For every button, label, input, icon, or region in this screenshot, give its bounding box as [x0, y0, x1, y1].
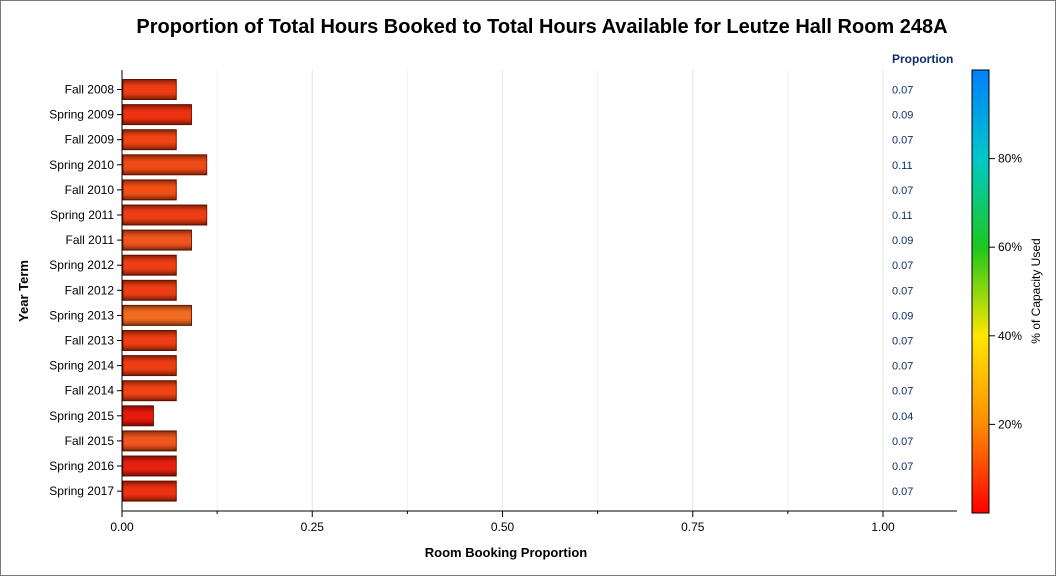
colorbar-tick-label: 40% [998, 329, 1022, 343]
bar [122, 279, 177, 301]
category-label: Spring 2009 [49, 108, 114, 122]
value-label: 0.07 [892, 185, 913, 197]
value-label: 0.07 [892, 486, 913, 498]
value-label: 0.09 [892, 110, 913, 122]
bar [122, 455, 177, 477]
value-label: 0.07 [892, 386, 913, 398]
bar-shading [123, 456, 177, 476]
bar [122, 129, 177, 151]
chart-title: Proportion of Total Hours Booked to Tota… [136, 16, 947, 38]
bar [122, 355, 177, 377]
y-tick-labels: Fall 2008 Spring 2009 Fall 2009 Spring 2010… [49, 83, 114, 499]
value-label: 0.11 [892, 160, 913, 172]
colorbar-tick-label: 20% [998, 417, 1022, 431]
value-label: 0.09 [892, 310, 913, 322]
value-label: 0.07 [892, 461, 913, 473]
bar [122, 380, 177, 402]
color-legend: 20% 40% 60% 80% % of Capacity Used [971, 69, 1043, 514]
category-label: Spring 2013 [49, 308, 114, 322]
bar-shading [123, 305, 192, 326]
bar-shading [123, 430, 177, 451]
gridlines [216, 70, 884, 511]
x-tick-label: 0.75 [681, 520, 705, 534]
category-label: Fall 2015 [65, 434, 115, 448]
value-label: 0.07 [892, 436, 913, 448]
bar [122, 104, 192, 126]
x-tick-labels: 0.00 0.25 0.50 0.75 1.00 [110, 520, 895, 534]
bar-shading [123, 405, 154, 426]
bar-shading [123, 154, 207, 175]
x-tick-label: 0.50 [491, 520, 515, 534]
bar-shading [123, 129, 177, 150]
value-label: 0.07 [892, 361, 913, 373]
value-label: 0.04 [892, 411, 913, 423]
bar [122, 304, 192, 326]
value-label: 0.11 [892, 210, 913, 222]
y-axis-title: Year Term [16, 260, 31, 322]
colorbar-tick-label: 60% [998, 240, 1022, 254]
bar-shading [123, 104, 192, 125]
value-label: 0.07 [892, 135, 913, 147]
bars [122, 79, 208, 502]
bar [122, 330, 177, 351]
value-label: 0.09 [892, 235, 913, 247]
bar-shading [123, 79, 177, 100]
category-label: Spring 2012 [49, 258, 114, 272]
bar-shading [123, 380, 177, 401]
category-label: Spring 2014 [49, 359, 114, 373]
x-tick-label: 1.00 [871, 520, 895, 534]
category-label: Spring 2017 [49, 484, 114, 498]
axes [117, 70, 957, 517]
colorbar-gradient [971, 69, 990, 514]
value-label: 0.07 [892, 85, 913, 97]
colorbar-tick-label: 80% [998, 152, 1022, 166]
category-label: Fall 2013 [65, 334, 115, 348]
value-labels: 0.07 0.09 0.07 0.11 0.07 0.11 0.09 0.07 0.07 0.09… [892, 85, 913, 499]
category-label: Spring 2016 [49, 459, 114, 473]
colorbar-title: % of Capacity Used [1029, 238, 1043, 343]
bar [122, 254, 177, 276]
bar-shading [123, 179, 177, 200]
bar [122, 480, 177, 502]
bar-shading [123, 330, 177, 351]
bar [122, 229, 192, 251]
x-tick-label: 0.00 [110, 520, 134, 534]
bar [122, 405, 154, 427]
category-label: Fall 2014 [65, 384, 115, 398]
bar-shading [123, 230, 192, 251]
bar-shading [123, 280, 177, 301]
x-tick-label: 0.25 [301, 520, 325, 534]
bar-shading [123, 355, 177, 376]
category-label: Fall 2008 [65, 83, 115, 97]
bar-shading [123, 205, 207, 225]
value-label: 0.07 [892, 260, 913, 272]
value-label: 0.07 [892, 336, 913, 348]
bar-shading [123, 255, 177, 276]
category-label: Fall 2009 [65, 133, 115, 147]
bar [122, 179, 177, 201]
category-label: Spring 2015 [49, 409, 114, 423]
x-axis-title: Room Booking Proportion [425, 545, 588, 560]
category-label: Fall 2012 [65, 283, 115, 297]
value-label: 0.07 [892, 285, 913, 297]
category-label: Fall 2011 [66, 233, 115, 247]
bar [122, 154, 208, 176]
bar [122, 204, 208, 226]
category-label: Fall 2010 [65, 183, 115, 197]
bar [122, 430, 177, 452]
proportion-column-header: Proportion [892, 52, 953, 66]
category-label: Spring 2010 [49, 158, 114, 172]
bar-shading [123, 481, 177, 502]
bar [122, 79, 177, 100]
colorbar-ticks: 20% 40% 60% 80% [989, 152, 1022, 431]
category-label: Spring 2011 [50, 208, 114, 222]
